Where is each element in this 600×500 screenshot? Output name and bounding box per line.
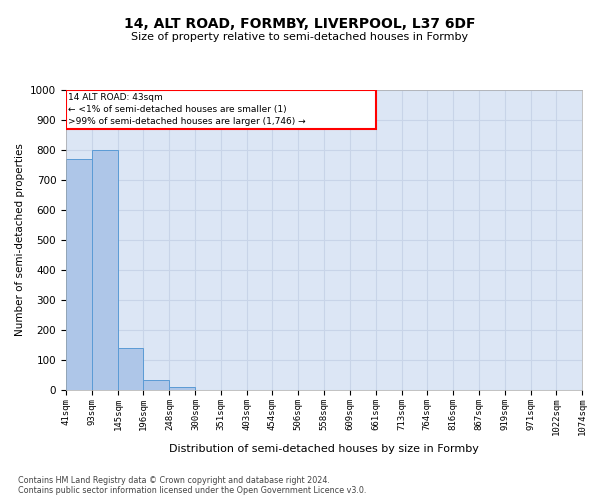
Bar <box>92 150 118 390</box>
Bar <box>66 159 92 390</box>
Text: 14, ALT ROAD, FORMBY, LIVERPOOL, L37 6DF: 14, ALT ROAD, FORMBY, LIVERPOOL, L37 6DF <box>124 18 476 32</box>
Text: 14 ALT ROAD: 43sqm
← <1% of semi-detached houses are smaller (1)
>99% of semi-de: 14 ALT ROAD: 43sqm ← <1% of semi-detache… <box>68 92 306 126</box>
Bar <box>169 386 196 390</box>
Y-axis label: Number of semi-detached properties: Number of semi-detached properties <box>14 144 25 336</box>
Text: Size of property relative to semi-detached houses in Formby: Size of property relative to semi-detach… <box>131 32 469 42</box>
Text: Contains HM Land Registry data © Crown copyright and database right 2024.
Contai: Contains HM Land Registry data © Crown c… <box>18 476 367 495</box>
Bar <box>143 380 169 390</box>
X-axis label: Distribution of semi-detached houses by size in Formby: Distribution of semi-detached houses by … <box>169 444 479 454</box>
Bar <box>118 348 143 390</box>
FancyBboxPatch shape <box>66 90 376 129</box>
